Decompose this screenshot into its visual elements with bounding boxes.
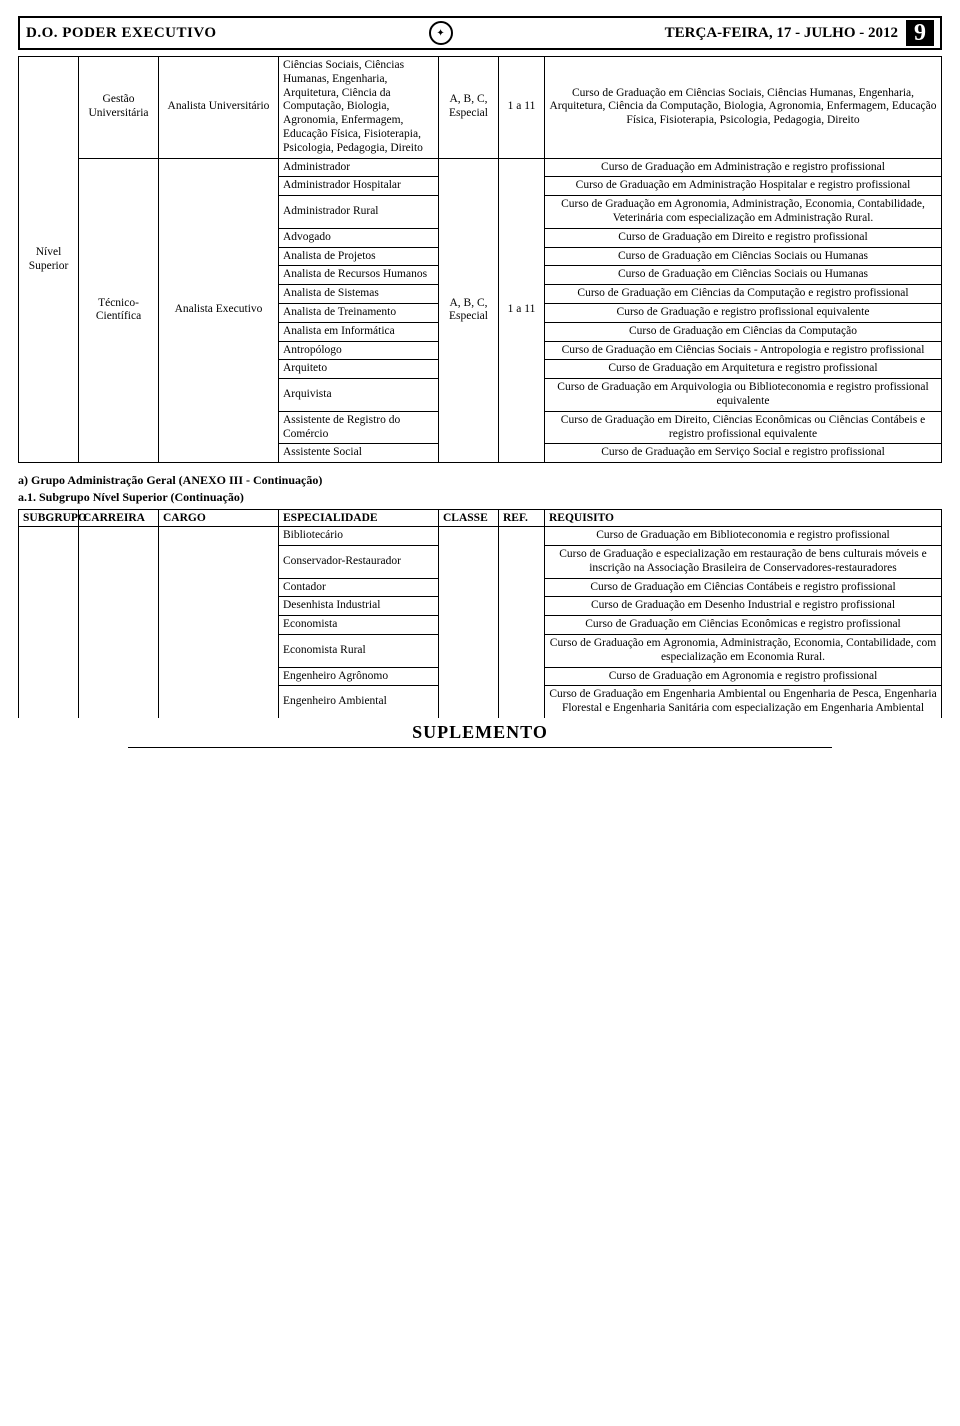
cell-espec: Ciências Sociais, Ciências Humanas, Enge… — [279, 57, 439, 159]
section-a-label: a) Grupo Administração Geral (ANEXO III … — [18, 473, 942, 488]
footer-rule — [128, 747, 832, 748]
cell-req: Curso de Graduação em Ciências Sociais o… — [545, 247, 942, 266]
col-req: REQUISITO — [545, 510, 942, 527]
table-anexo-iii-top: Nível Superior Gestão Universitária Anal… — [18, 56, 942, 463]
header-right: TERÇA-FEIRA, 17 - JULHO - 2012 9 — [665, 20, 934, 46]
table-row: Nível Superior Gestão Universitária Anal… — [19, 57, 942, 159]
cell-espec: Contador — [279, 578, 439, 597]
cell-cargo: Analista Executivo — [159, 158, 279, 463]
col-ref: REF. — [499, 510, 545, 527]
cell-req: Curso de Graduação em Administração e re… — [545, 158, 942, 177]
cell-espec: Engenheiro Ambiental — [279, 686, 439, 718]
col-subgrupo: SUBGRUPO — [19, 510, 79, 527]
cell-espec: Antropólogo — [279, 341, 439, 360]
cell-req: Curso de Graduação em Administração Hosp… — [545, 177, 942, 196]
cell-req: Curso de Graduação em Serviço Social e r… — [545, 444, 942, 463]
cell-espec: Advogado — [279, 228, 439, 247]
cell-req: Curso de Graduação em Ciências Sociais, … — [545, 57, 942, 159]
cell-espec: Analista de Sistemas — [279, 285, 439, 304]
cell-req: Curso de Graduação em Engenharia Ambient… — [545, 686, 942, 718]
cell-espec: Arquivista — [279, 379, 439, 412]
cell-ref: 1 a 11 — [499, 57, 545, 159]
cell-carreira-empty — [79, 527, 159, 718]
cell-espec: Desenhista Industrial — [279, 597, 439, 616]
seal-icon: ✦ — [429, 21, 453, 45]
cell-req: Curso de Graduação em Ciências Econômica… — [545, 616, 942, 635]
cell-espec: Assistente de Registro do Comércio — [279, 411, 439, 444]
col-carreira: CARREIRA — [79, 510, 159, 527]
cell-espec: Economista — [279, 616, 439, 635]
cell-espec: Bibliotecário — [279, 527, 439, 546]
cell-espec: Administrador Rural — [279, 196, 439, 229]
header-seal: ✦ — [429, 21, 453, 45]
cell-req: Curso de Graduação em Arquitetura e regi… — [545, 360, 942, 379]
cell-classe: A, B, C, Especial — [439, 158, 499, 463]
cell-espec: Arquiteto — [279, 360, 439, 379]
cell-req: Curso de Graduação em Arquivologia ou Bi… — [545, 379, 942, 412]
cell-espec: Analista de Projetos — [279, 247, 439, 266]
cell-req: Curso de Graduação em Ciências Sociais -… — [545, 341, 942, 360]
cell-espec: Administrador — [279, 158, 439, 177]
page-header: D.O. PODER EXECUTIVO ✦ TERÇA-FEIRA, 17 -… — [18, 16, 942, 50]
header-page-number: 9 — [906, 20, 934, 46]
cell-req: Curso de Graduação em Agronomia, Adminis… — [545, 196, 942, 229]
cell-espec: Assistente Social — [279, 444, 439, 463]
footer-suplemento: SUPLEMENTO — [18, 722, 942, 743]
cell-req: Curso de Graduação em Ciências Contábeis… — [545, 578, 942, 597]
table-row: Bibliotecário Curso de Graduação em Bibl… — [19, 527, 942, 546]
cell-req: Curso de Graduação e registro profission… — [545, 303, 942, 322]
cell-req: Curso de Graduação em Ciências Sociais o… — [545, 266, 942, 285]
table-header-row: SUBGRUPO CARREIRA CARGO ESPECIALIDADE CL… — [19, 510, 942, 527]
cell-cargo: Analista Universitário — [159, 57, 279, 159]
header-left: D.O. PODER EXECUTIVO — [26, 25, 217, 42]
cell-req: Curso de Graduação em Biblioteconomia e … — [545, 527, 942, 546]
cell-req: Curso de Graduação e especialização em r… — [545, 545, 942, 578]
cell-espec: Analista de Treinamento — [279, 303, 439, 322]
cell-carreira: Técnico-Científica — [79, 158, 159, 463]
cell-espec: Analista em Informática — [279, 322, 439, 341]
cell-classe-empty — [439, 527, 499, 718]
cell-req: Curso de Graduação em Ciências da Comput… — [545, 285, 942, 304]
cell-cargo-empty — [159, 527, 279, 718]
table-row: Técnico-Científica Analista Executivo Ad… — [19, 158, 942, 177]
cell-req: Curso de Graduação em Desenho Industrial… — [545, 597, 942, 616]
cell-subgrupo-empty — [19, 527, 79, 718]
cell-req: Curso de Graduação em Ciências da Comput… — [545, 322, 942, 341]
cell-req: Curso de Graduação em Direito, Ciências … — [545, 411, 942, 444]
cell-carreira: Gestão Universitária — [79, 57, 159, 159]
cell-espec: Economista Rural — [279, 634, 439, 667]
cell-req: Curso de Graduação em Agronomia, Adminis… — [545, 634, 942, 667]
section-a1-label: a.1. Subgrupo Nível Superior (Continuaçã… — [18, 490, 942, 505]
col-espec: ESPECIALIDADE — [279, 510, 439, 527]
cell-espec: Analista de Recursos Humanos — [279, 266, 439, 285]
cell-classe: A, B, C, Especial — [439, 57, 499, 159]
cell-espec: Administrador Hospitalar — [279, 177, 439, 196]
cell-espec: Engenheiro Agrônomo — [279, 667, 439, 686]
cell-req: Curso de Graduação em Direito e registro… — [545, 228, 942, 247]
cell-subgrupo: Nível Superior — [19, 57, 79, 463]
cell-espec: Conservador-Restaurador — [279, 545, 439, 578]
cell-req: Curso de Graduação em Agronomia e regist… — [545, 667, 942, 686]
cell-ref-empty — [499, 527, 545, 718]
cell-ref: 1 a 11 — [499, 158, 545, 463]
col-classe: CLASSE — [439, 510, 499, 527]
col-cargo: CARGO — [159, 510, 279, 527]
header-date: TERÇA-FEIRA, 17 - JULHO - 2012 — [665, 25, 898, 42]
table-anexo-iii-cont: SUBGRUPO CARREIRA CARGO ESPECIALIDADE CL… — [18, 509, 942, 718]
